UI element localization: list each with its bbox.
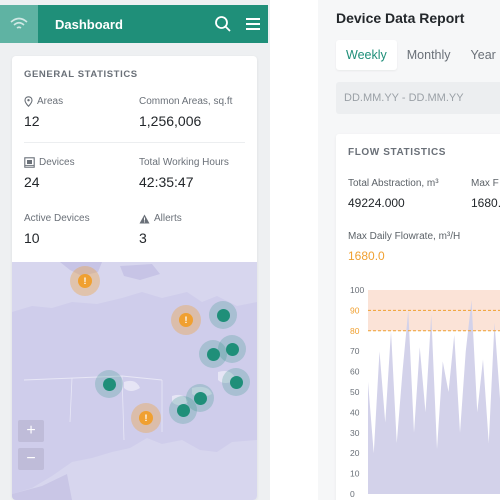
zoom-in-button[interactable]: + <box>18 420 44 442</box>
y-tick-label: 20 <box>350 448 360 458</box>
y-tick-label: 100 <box>350 285 364 295</box>
stat-areas: Areas 12 <box>24 96 63 129</box>
active-marker-dot <box>102 377 116 391</box>
y-tick-label: 40 <box>350 407 360 417</box>
stat-value: 10 <box>24 230 40 246</box>
max-flow-value: 1680. <box>471 196 500 210</box>
divider <box>24 142 245 143</box>
location-pin-icon <box>24 96 33 107</box>
stat-working-hours: Total Working Hours 42:35:47 <box>139 157 229 190</box>
tab-year[interactable]: Year <box>470 48 496 62</box>
y-tick-label: 50 <box>350 387 360 397</box>
alert-marker-symbol: ! <box>179 313 193 327</box>
alert-marker-symbol: ! <box>78 274 92 288</box>
active-marker-dot <box>176 403 190 417</box>
stat-label: Total Working Hours <box>139 157 229 168</box>
tab-weekly[interactable]: Weekly <box>336 40 397 70</box>
zoom-out-button[interactable]: − <box>18 448 44 470</box>
card-title: GENERAL STATISTICS <box>24 69 138 80</box>
active-marker-dot <box>229 375 243 389</box>
stat-value: 3 <box>139 230 147 246</box>
total-abstraction-label: Total Abstraction, m³ <box>348 178 439 189</box>
device-icon <box>24 157 35 168</box>
menu-icon[interactable] <box>238 5 268 43</box>
active-marker-dot <box>225 342 239 356</box>
period-tabs: Weekly Monthly Year <box>336 40 500 70</box>
stat-label: Areas <box>37 96 64 107</box>
y-tick-label: 80 <box>350 326 360 336</box>
device-report-panel: Device Data Report Weekly Monthly Year D… <box>318 0 500 500</box>
stat-value: 12 <box>24 113 40 129</box>
flow-title: FLOW STATISTICS <box>348 147 447 158</box>
active-marker[interactable] <box>169 396 197 424</box>
y-tick-label: 60 <box>350 367 360 377</box>
alert-marker-symbol: ! <box>139 411 153 425</box>
active-marker[interactable] <box>199 340 227 368</box>
alert-marker[interactable]: ! <box>171 305 201 335</box>
max-daily-flowrate-label: Max Daily Flowrate, m³/H <box>348 231 461 242</box>
stat-devices: Devices 24 <box>24 157 75 190</box>
flow-area-series <box>368 300 500 494</box>
max-daily-flowrate-value: 1680.0 <box>348 249 385 263</box>
top-bar: Dashboard <box>0 5 268 43</box>
warning-icon <box>139 214 150 223</box>
active-marker-dot <box>206 347 220 361</box>
stat-label: Active Devices <box>24 213 90 224</box>
general-statistics-card: GENERAL STATISTICS Areas 12 Common Areas… <box>12 56 257 500</box>
tab-monthly[interactable]: Monthly <box>406 48 451 62</box>
stat-value: 24 <box>24 174 40 190</box>
active-marker[interactable] <box>95 370 123 398</box>
app-title: Dashboard <box>55 16 123 32</box>
active-marker[interactable] <box>218 335 246 363</box>
max-flow-label: Max F <box>471 178 499 189</box>
stat-common-areas: Common Areas, sq.ft 1,256,006 <box>139 96 232 129</box>
stat-label: Allerts <box>154 213 182 224</box>
wifi-logo-icon[interactable] <box>0 5 38 43</box>
y-tick-label: 90 <box>350 305 360 315</box>
stat-label: Devices <box>39 157 75 168</box>
stat-alerts: Allerts 3 <box>139 213 182 246</box>
flow-statistics-card: FLOW STATISTICS Total Abstraction, m³ 49… <box>336 134 500 500</box>
dashboard-panel: Dashboard GENERAL STATISTICS Areas <box>0 0 270 500</box>
search-icon[interactable] <box>208 5 238 43</box>
y-tick-label: 30 <box>350 428 360 438</box>
alert-marker[interactable]: ! <box>70 266 100 296</box>
active-marker[interactable] <box>222 368 250 396</box>
map-svg <box>12 262 257 500</box>
active-marker[interactable] <box>209 301 237 329</box>
total-abstraction-value: 49224.000 <box>348 196 405 210</box>
report-title: Device Data Report <box>336 10 465 26</box>
alert-marker[interactable]: ! <box>131 403 161 433</box>
date-range-input[interactable]: DD.MM.YY - DD.MM.YY <box>336 82 500 114</box>
y-tick-label: 70 <box>350 346 360 356</box>
y-tick-label: 0 <box>350 489 355 499</box>
active-marker[interactable] <box>186 384 214 412</box>
device-map[interactable]: ! ! ! <box>12 262 257 500</box>
stat-value: 1,256,006 <box>139 113 202 129</box>
stat-active-devices: Active Devices 10 <box>24 213 90 246</box>
y-tick-label: 10 <box>350 469 360 479</box>
stat-label: Common Areas, sq.ft <box>139 96 233 107</box>
active-marker-dot <box>193 391 207 405</box>
stat-value: 42:35:47 <box>139 174 194 190</box>
active-marker-dot <box>216 308 230 322</box>
